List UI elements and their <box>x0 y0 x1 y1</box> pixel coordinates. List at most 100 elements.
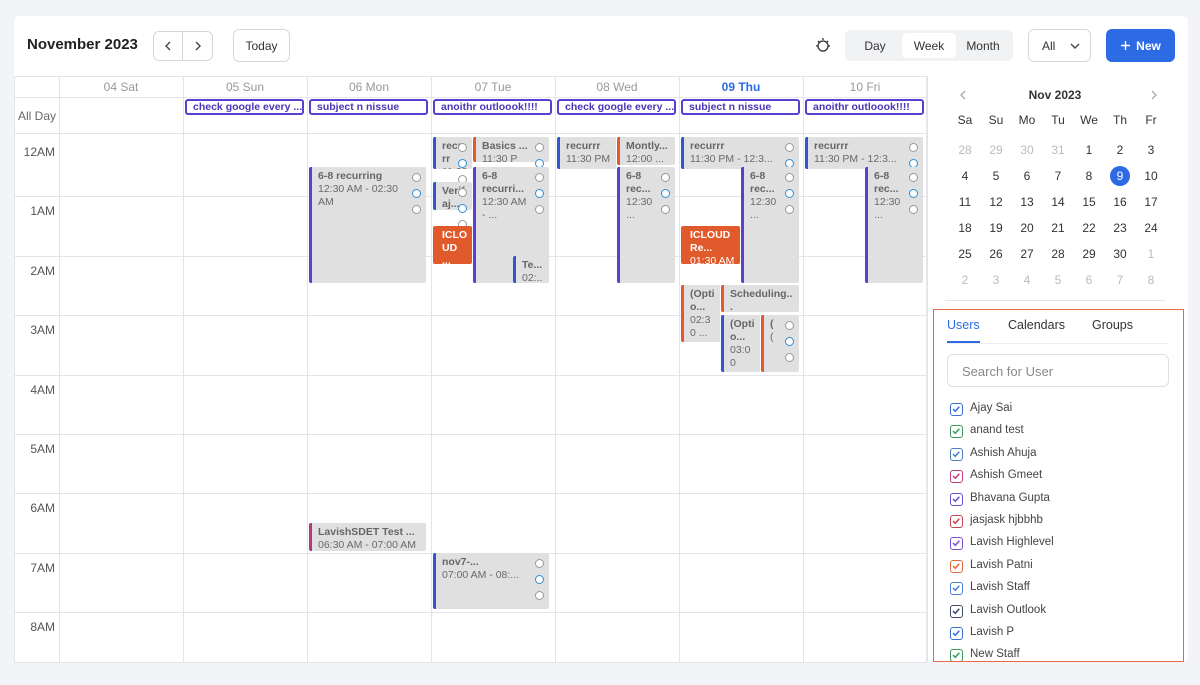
search-input[interactable]: Search for User <box>947 354 1169 387</box>
mini-day[interactable]: 27 <box>1020 247 1034 261</box>
event[interactable]: nov7-... 07:00 AM - 08:... <box>433 553 549 609</box>
view-option[interactable]: Day <box>864 38 886 53</box>
mini-day[interactable]: 7 <box>1054 169 1062 183</box>
mini-day[interactable]: 6 <box>1023 169 1031 183</box>
mini-day[interactable]: 29 <box>1082 247 1096 261</box>
tab[interactable]: Groups <box>1092 318 1133 332</box>
event[interactable]: Montly... 12:00 ... <box>617 137 675 165</box>
next-button[interactable] <box>182 31 213 61</box>
event[interactable]: 6-8 recurring 12:30 AM - 02:30 AM <box>309 167 426 283</box>
mini-day[interactable]: 21 <box>1051 221 1065 235</box>
tab[interactable]: Users <box>947 318 980 343</box>
mini-day[interactable]: 10 <box>1144 169 1158 183</box>
tab[interactable]: Calendars <box>1008 318 1065 332</box>
mini-day[interactable]: 18 <box>958 221 972 235</box>
mini-day[interactable]: 14 <box>1051 195 1065 209</box>
checkbox[interactable] <box>950 470 963 484</box>
mini-day[interactable]: 5 <box>992 169 1000 183</box>
mini-day[interactable]: 8 <box>1085 169 1093 183</box>
all-day-event[interactable]: check google every ... <box>557 99 676 115</box>
event[interactable]: Basics ... 11:30 P <box>473 137 549 162</box>
theme-icon[interactable] <box>813 36 833 56</box>
all-day-event[interactable]: anoithr outloook!!!! <box>805 99 924 115</box>
checkbox[interactable] <box>950 492 963 506</box>
mini-next[interactable] <box>1149 89 1159 101</box>
mini-day[interactable]: 29 <box>989 143 1003 157</box>
view-option[interactable]: Week <box>902 33 956 58</box>
user-name: Lavish Staff <box>970 581 1030 594</box>
grid-line <box>14 434 927 435</box>
event[interactable]: Scheduling...02:30 AM -... <box>721 285 799 312</box>
mini-day[interactable]: 30 <box>1113 247 1127 261</box>
mini-day[interactable]: 3 <box>992 273 1000 287</box>
mini-day[interactable]: 28 <box>958 143 972 157</box>
mini-prev[interactable] <box>958 89 968 101</box>
mini-day[interactable]: 19 <box>989 221 1003 235</box>
mini-day[interactable]: 25 <box>958 247 972 261</box>
mini-day[interactable]: 3 <box>1147 143 1155 157</box>
chevron-left <box>165 41 171 51</box>
checkbox[interactable] <box>950 627 963 640</box>
checkbox[interactable] <box>950 649 963 661</box>
mini-day[interactable]: 26 <box>989 247 1003 261</box>
all-day-event[interactable]: check google every ... <box>185 99 304 115</box>
checkbox[interactable] <box>950 559 963 573</box>
mini-day[interactable]: 5 <box>1054 273 1062 287</box>
checkbox[interactable] <box>950 515 963 528</box>
mini-day[interactable]: 31 <box>1051 143 1065 157</box>
mini-day[interactable]: 12 <box>989 195 1003 209</box>
mini-day[interactable]: 4 <box>961 169 969 183</box>
event[interactable]: Te...02:... <box>513 256 549 283</box>
new-button[interactable]: New <box>1106 29 1175 62</box>
mini-day[interactable]: 22 <box>1082 221 1096 235</box>
event[interactable]: (Optio... 03:00 <box>721 315 760 372</box>
all-day-event[interactable]: anoithr outloook!!!! <box>433 99 552 115</box>
event[interactable]: recurrr 11:30 PM - 12:3... <box>805 137 923 169</box>
mini-day[interactable]: 28 <box>1051 247 1065 261</box>
event[interactable]: ICLOUD ...01:30 ... <box>433 226 472 264</box>
grid-line <box>927 76 928 662</box>
mini-day[interactable]: 20 <box>1020 221 1034 235</box>
event[interactable]: 6-8 rec... 12:30 ... <box>617 167 675 283</box>
event[interactable]: Verifaj...12:45 ... <box>433 182 472 210</box>
today-button[interactable]: Today <box>233 29 290 62</box>
checkbox[interactable] <box>950 403 963 416</box>
checkbox[interactable] <box>950 604 963 618</box>
all-day-event[interactable]: subject n nissue <box>681 99 800 115</box>
mini-day[interactable]: 24 <box>1144 221 1158 235</box>
mini-day[interactable]: 2 <box>1116 143 1124 157</box>
event[interactable]: 6-8 rec... 12:30 ... <box>865 167 923 283</box>
filter-dropdown[interactable]: All <box>1028 29 1091 62</box>
mini-day[interactable]: 8 <box>1147 273 1155 287</box>
prev-button[interactable] <box>153 31 183 61</box>
event[interactable]: (Optio... 02:30 ... <box>681 285 720 342</box>
all-day-event[interactable]: subject n nissue <box>309 99 428 115</box>
weekday: Mo <box>1018 113 1036 127</box>
mini-day[interactable]: 6 <box>1085 273 1093 287</box>
mini-day[interactable]: 15 <box>1082 195 1096 209</box>
checkbox[interactable] <box>950 447 963 461</box>
mini-day[interactable]: 17 <box>1144 195 1158 209</box>
mini-day[interactable]: 13 <box>1020 195 1034 209</box>
mini-day[interactable]: 11 <box>958 195 972 209</box>
mini-day[interactable]: 2 <box>961 273 969 287</box>
event[interactable]: ICLOUD Re...01:30 AM ... <box>681 226 740 264</box>
mini-day[interactable]: 4 <box>1023 273 1031 287</box>
mini-day[interactable]: 1 <box>1147 247 1155 261</box>
event[interactable]: LavishSDET Test ... 06:30 AM - 07:00 AM <box>309 523 426 551</box>
mini-day[interactable]: 1 <box>1085 143 1093 157</box>
day-header: 04 Sat <box>103 80 139 94</box>
mini-day[interactable]: 9 <box>1116 169 1124 183</box>
mini-day[interactable]: 7 <box>1116 273 1124 287</box>
checkbox[interactable] <box>950 425 963 439</box>
mini-day[interactable]: 16 <box>1113 195 1127 209</box>
mini-day[interactable]: 30 <box>1020 143 1034 157</box>
event[interactable]: recurrr 11:30 PM - 12:3... <box>681 137 799 169</box>
view-option[interactable]: Month <box>966 38 1000 53</box>
event[interactable]: 6-8 rec... 12:30 ... <box>741 167 799 283</box>
check-mark <box>952 630 960 637</box>
checkbox[interactable] <box>950 582 963 596</box>
checkbox[interactable] <box>950 537 963 551</box>
mini-day[interactable]: 23 <box>1113 221 1127 235</box>
